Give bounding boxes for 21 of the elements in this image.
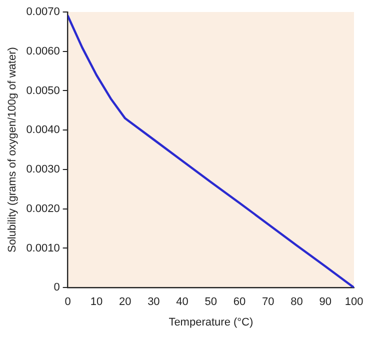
x-tick-label: 10 — [90, 296, 103, 308]
y-tick-label: 0.0070 — [26, 6, 60, 18]
x-axis-title: Temperature (°C) — [168, 316, 254, 328]
x-tick-label: 90 — [319, 296, 332, 308]
y-axis-title: Solubility (grams of oxygen/100g of water) — [6, 47, 19, 253]
y-tick-label: 0.0010 — [26, 242, 60, 254]
y-tick-label: 0.0060 — [26, 45, 60, 58]
x-tick-label: 0 — [64, 296, 71, 308]
y-tick-label: 0 — [54, 282, 60, 294]
y-tick-label: 0.0020 — [26, 202, 60, 215]
x-tick-label: 60 — [233, 296, 246, 308]
y-tick-label: 0.0050 — [26, 84, 60, 97]
x-tick-label: 100 — [344, 296, 364, 308]
x-tick-label: 80 — [290, 296, 303, 308]
y-tick-label: 0.0030 — [26, 164, 60, 176]
x-tick-label: 20 — [118, 296, 132, 308]
x-tick-label: 30 — [148, 296, 160, 308]
x-tick-label: 50 — [204, 296, 218, 308]
y-tick-label: 0.0040 — [26, 124, 60, 136]
x-tick-label: 70 — [262, 296, 274, 308]
x-tick-label: 40 — [176, 296, 188, 308]
